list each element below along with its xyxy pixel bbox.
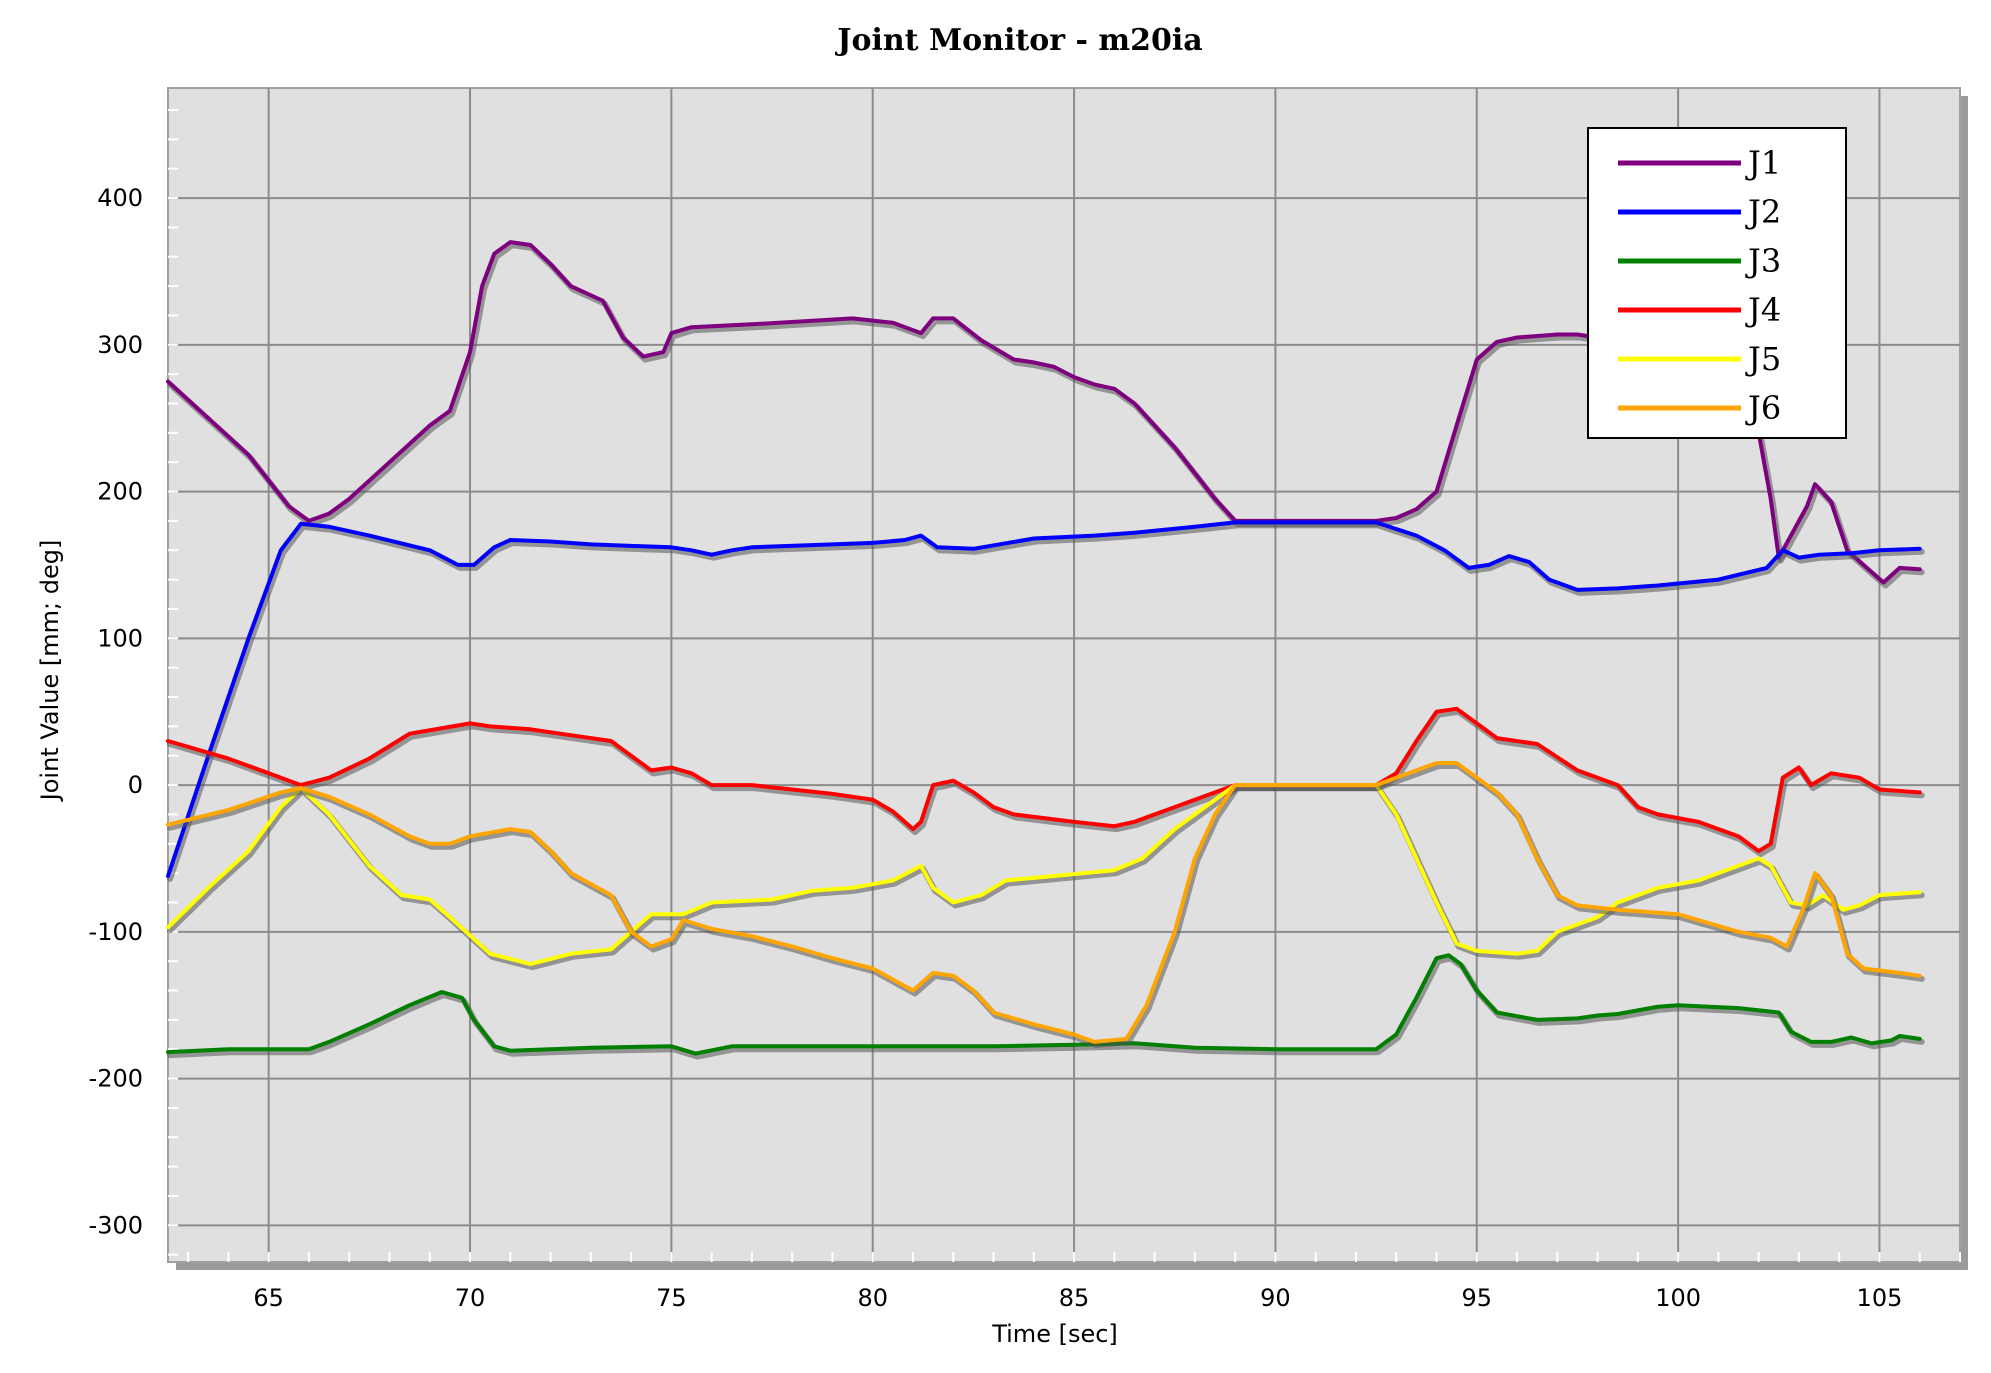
series-J2-shadow <box>167 522 1925 882</box>
series-J6-shadow <box>167 763 1925 1048</box>
x-tick-label: 90 <box>1260 1284 1291 1312</box>
legend-label-J1: J1 <box>1745 144 1781 182</box>
x-tick-label: 80 <box>857 1284 888 1312</box>
y-tick-label: -200 <box>89 1065 143 1093</box>
x-tick-label: 95 <box>1461 1284 1492 1312</box>
legend-box <box>1587 127 1847 439</box>
y-axis-label: Joint Value [mm; deg] <box>36 540 64 803</box>
x-tick-label: 85 <box>1059 1284 1090 1312</box>
y-tick-label: 300 <box>97 331 143 359</box>
y-tick-label: 200 <box>97 478 143 506</box>
y-tick-label: 400 <box>97 184 143 212</box>
x-tick-label: 70 <box>455 1284 486 1312</box>
x-axis-label: Time [sec] <box>991 1320 1118 1348</box>
legend-label-J5: J5 <box>1745 340 1781 378</box>
x-tick-label: 65 <box>253 1284 284 1312</box>
x-tick-label: 105 <box>1857 1284 1903 1312</box>
legend-label-J3: J3 <box>1745 242 1781 280</box>
series-line-J5 <box>166 783 1922 967</box>
legend-label-J6: J6 <box>1745 389 1781 427</box>
series-line-J6 <box>166 761 1922 1044</box>
y-tick-label: 100 <box>97 624 143 652</box>
x-tick-label: 100 <box>1655 1284 1701 1312</box>
y-tick-label: -300 <box>89 1211 143 1239</box>
x-tick-label: 75 <box>656 1284 687 1312</box>
chart-title: Joint Monitor - m20ia <box>834 23 1202 58</box>
series-line-J4 <box>166 706 1922 854</box>
series-line-J3 <box>166 953 1922 1056</box>
y-tick-label: -100 <box>89 918 143 946</box>
series-line-J2 <box>166 520 1922 878</box>
legend-label-J2: J2 <box>1745 193 1781 231</box>
y-tick-label: 0 <box>128 771 143 799</box>
series-J4-shadow <box>167 708 1925 858</box>
legend-label-J4: J4 <box>1745 291 1781 329</box>
